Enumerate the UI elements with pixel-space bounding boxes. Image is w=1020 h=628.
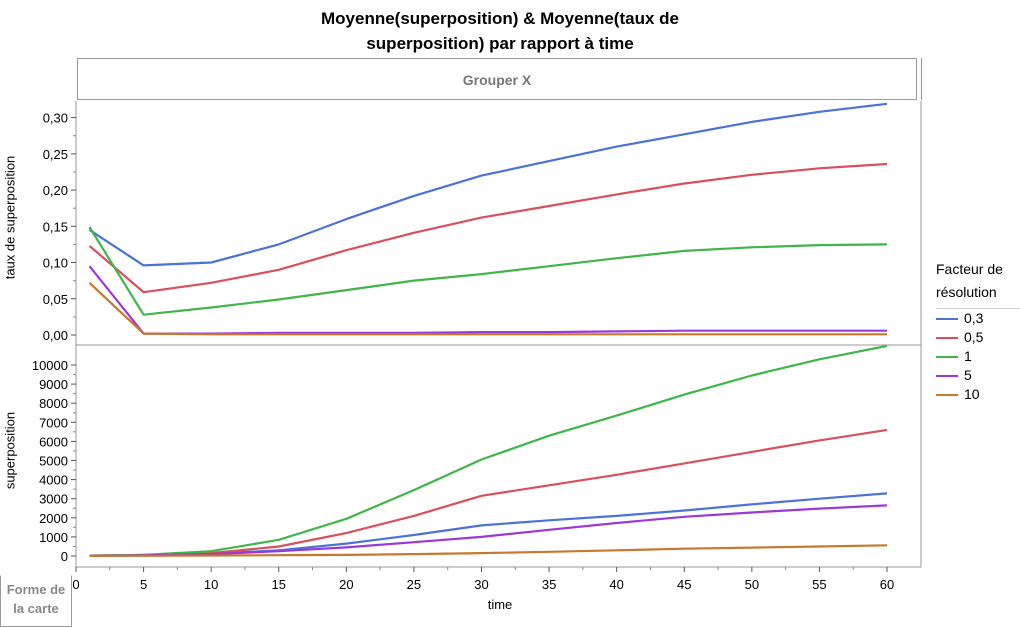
y-tick-label: 9000 xyxy=(39,377,68,392)
legend-swatch xyxy=(936,375,958,377)
legend-swatch xyxy=(936,394,958,396)
x-tick-label: 45 xyxy=(677,577,691,592)
legend-label: 10 xyxy=(964,386,980,402)
x-tick-label: 10 xyxy=(204,577,218,592)
x-axis-label: time xyxy=(487,597,513,612)
legend: Facteur de résolution 0,3 0,5 1 5 10 xyxy=(936,258,1020,404)
x-tick-label: 40 xyxy=(609,577,623,592)
y-tick-label: 2000 xyxy=(39,511,68,526)
group-x-drop-zone[interactable]: Grouper X xyxy=(77,58,917,100)
x-tick-label: 50 xyxy=(745,577,759,592)
map-shape-label-line-2: la carte xyxy=(13,601,59,616)
y-tick-label: 5000 xyxy=(39,454,68,469)
y-tick-label: 4000 xyxy=(39,473,68,488)
y-tick-label: 7000 xyxy=(39,415,68,430)
x-tick-label: 35 xyxy=(542,577,556,592)
x-tick-label: 60 xyxy=(880,577,894,592)
legend-items: 0,3 0,5 1 5 10 xyxy=(936,309,1020,404)
group-x-edge xyxy=(921,58,925,100)
x-tick-label: 20 xyxy=(339,577,353,592)
y-tick-label: 8000 xyxy=(39,396,68,411)
legend-swatch xyxy=(936,337,958,339)
chart-title-line-1: Moyenne(superposition) & Moyenne(taux de xyxy=(321,9,679,28)
series-line-5 xyxy=(89,504,888,557)
legend-label: 1 xyxy=(964,348,972,364)
y-tick-label: 0,05 xyxy=(43,292,68,307)
map-shape-drop-zone[interactable]: Forme de la carte xyxy=(0,575,72,627)
x-tick-label: 0 xyxy=(72,577,79,592)
y-tick-label: 10000 xyxy=(32,358,68,373)
series-line-1 xyxy=(88,226,888,316)
y-tick-label: 6000 xyxy=(39,434,68,449)
legend-title-line-2: résolution xyxy=(936,284,997,300)
chart-title-line-2: superposition) par rapport à time xyxy=(366,34,634,53)
y-tick-label: 0 xyxy=(61,549,68,564)
map-shape-label-line-1: Forme de xyxy=(6,582,66,597)
legend-item-10[interactable]: 10 xyxy=(936,385,1020,404)
legend-swatch xyxy=(936,356,958,358)
series-line-10 xyxy=(88,281,887,336)
series-line-10 xyxy=(89,544,888,558)
x-tick-label: 25 xyxy=(407,577,421,592)
y-tick-label: 1000 xyxy=(39,530,68,545)
series-line-0-5 xyxy=(88,162,888,294)
x-tick-label: 55 xyxy=(812,577,826,592)
y-tick-label: 3000 xyxy=(39,492,68,507)
series-line-0-3 xyxy=(88,102,888,267)
legend-divider xyxy=(936,308,1020,309)
series-line-5 xyxy=(88,265,887,335)
y-tick-label: 0,30 xyxy=(43,111,68,126)
legend-label: 5 xyxy=(964,367,972,383)
x-tick-label: 5 xyxy=(140,577,147,592)
legend-item-0-5[interactable]: 0,5 xyxy=(936,328,1020,347)
legend-swatch xyxy=(936,318,958,320)
legend-label: 0,3 xyxy=(964,310,984,326)
y-tick-label: 0,15 xyxy=(43,219,68,234)
legend-label: 0,5 xyxy=(964,329,984,345)
y-tick-label: 0,25 xyxy=(43,147,68,162)
legend-item-5[interactable]: 5 xyxy=(936,366,1020,385)
y-tick-label: 0,20 xyxy=(43,183,68,198)
x-tick-label: 15 xyxy=(272,577,286,592)
legend-title-line-1: Facteur de xyxy=(936,261,1003,277)
y-tick-label: 0,10 xyxy=(43,256,68,271)
series-line-1 xyxy=(89,345,888,557)
legend-item-1[interactable]: 1 xyxy=(936,347,1020,366)
x-tick-label: 30 xyxy=(474,577,488,592)
y-tick-label: 0,00 xyxy=(43,328,68,343)
legend-item-0-3[interactable]: 0,3 xyxy=(936,309,1020,328)
chart-title: Moyenne(superposition) & Moyenne(taux de… xyxy=(200,6,800,56)
